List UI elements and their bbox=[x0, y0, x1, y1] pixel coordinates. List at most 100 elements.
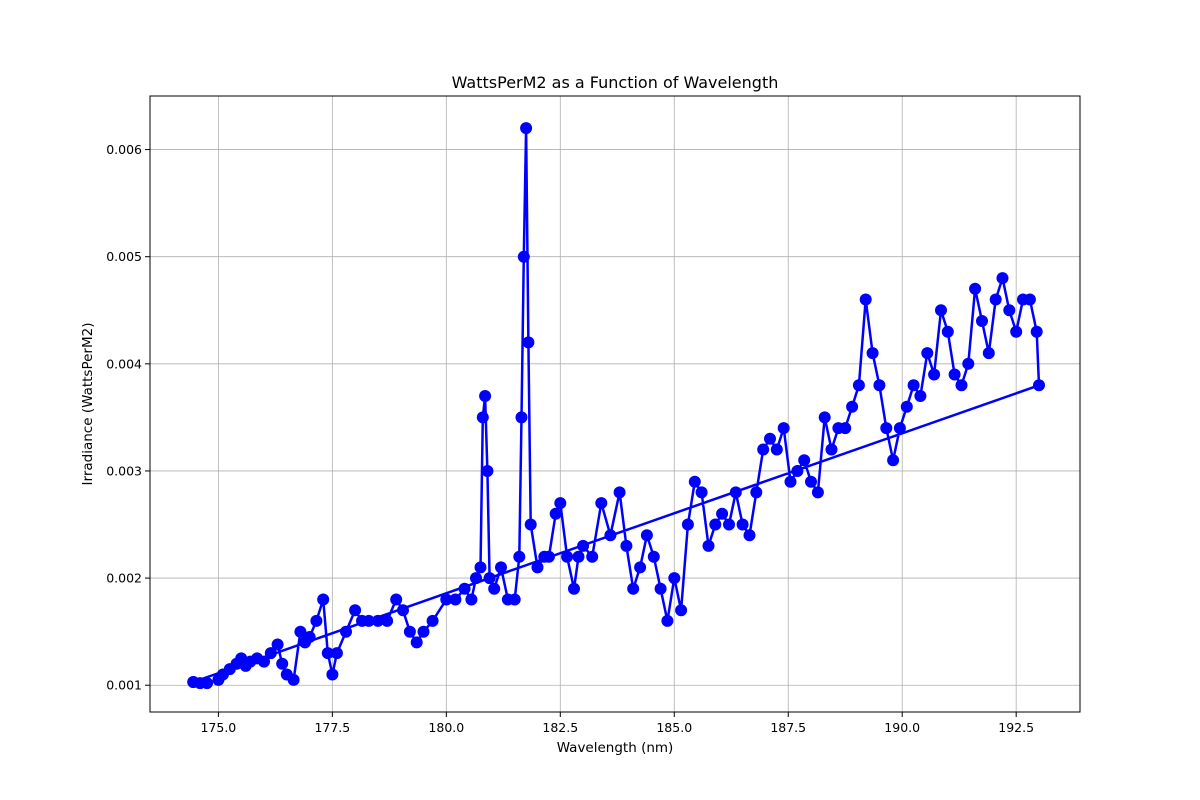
data-point bbox=[549, 507, 562, 520]
data-point bbox=[955, 379, 968, 392]
data-point bbox=[661, 614, 674, 627]
data-point bbox=[397, 604, 409, 617]
data-point bbox=[634, 561, 647, 574]
data-point bbox=[554, 497, 567, 510]
data-point bbox=[969, 282, 982, 295]
data-point bbox=[276, 657, 289, 670]
data-point bbox=[513, 550, 526, 563]
x-tick-label: 180.0 bbox=[428, 720, 464, 735]
data-point bbox=[921, 347, 934, 360]
data-point bbox=[294, 625, 307, 638]
x-tick-label: 182.5 bbox=[542, 720, 578, 735]
x-tick-label: 177.5 bbox=[314, 720, 350, 735]
data-point bbox=[508, 593, 521, 606]
data-point bbox=[757, 443, 770, 456]
data-point bbox=[1010, 325, 1023, 338]
data-point bbox=[798, 454, 811, 467]
data-point bbox=[474, 561, 487, 574]
y-tick-label: 0.006 bbox=[106, 142, 142, 157]
data-point bbox=[859, 293, 872, 306]
data-point bbox=[887, 454, 900, 467]
data-point bbox=[449, 593, 462, 606]
data-point bbox=[729, 486, 742, 499]
data-point bbox=[941, 325, 954, 338]
data-point bbox=[561, 550, 574, 563]
data-point bbox=[403, 625, 416, 638]
data-point bbox=[572, 550, 585, 563]
data-point bbox=[586, 550, 599, 563]
data-point bbox=[542, 550, 555, 563]
y-tick-label: 0.002 bbox=[106, 571, 142, 586]
data-point bbox=[839, 422, 852, 435]
data-point bbox=[326, 668, 339, 681]
data-point bbox=[770, 443, 783, 456]
data-point bbox=[515, 411, 528, 424]
data-point bbox=[488, 582, 501, 595]
data-point bbox=[654, 582, 667, 595]
data-point bbox=[825, 443, 838, 456]
data-point bbox=[695, 486, 708, 499]
x-tick-label: 190.0 bbox=[884, 720, 920, 735]
x-axis-label: Wavelength (nm) bbox=[557, 740, 674, 756]
y-tick-label: 0.001 bbox=[106, 678, 142, 693]
data-point bbox=[743, 529, 756, 542]
data-point bbox=[410, 636, 423, 649]
data-point bbox=[531, 561, 544, 574]
y-axis-label: Irradiance (WattsPerM2) bbox=[80, 323, 96, 486]
data-point bbox=[784, 475, 797, 488]
data-point bbox=[675, 604, 688, 617]
data-point bbox=[1030, 325, 1043, 338]
data-point bbox=[310, 614, 323, 627]
x-tick-label: 187.5 bbox=[770, 720, 806, 735]
data-point bbox=[520, 122, 533, 135]
data-point bbox=[805, 475, 817, 488]
data-point bbox=[750, 486, 763, 499]
data-point bbox=[962, 357, 975, 370]
data-point bbox=[1003, 304, 1016, 317]
data-point bbox=[900, 400, 913, 413]
data-point bbox=[349, 604, 362, 617]
data-point bbox=[577, 539, 590, 552]
data-point bbox=[187, 676, 200, 688]
data-point bbox=[517, 250, 530, 263]
y-tick-label: 0.003 bbox=[106, 463, 142, 478]
data-point bbox=[723, 518, 735, 531]
data-point bbox=[620, 539, 633, 552]
data-point bbox=[996, 272, 1009, 285]
data-point bbox=[479, 390, 492, 402]
data-point bbox=[483, 572, 496, 585]
data-point bbox=[470, 572, 482, 585]
data-point bbox=[668, 572, 681, 585]
data-point bbox=[709, 518, 722, 531]
data-point bbox=[935, 304, 947, 317]
data-point bbox=[524, 518, 537, 531]
plot-frame bbox=[149, 95, 1081, 713]
data-point bbox=[258, 655, 270, 668]
data-point bbox=[465, 593, 478, 606]
data-point bbox=[873, 379, 886, 392]
data-point bbox=[568, 582, 580, 595]
data-point bbox=[846, 400, 859, 413]
data-point bbox=[340, 625, 352, 638]
data-point bbox=[777, 422, 790, 435]
data-point bbox=[522, 336, 535, 349]
data-point bbox=[303, 631, 316, 643]
data-point bbox=[481, 465, 494, 477]
x-tick-label: 192.5 bbox=[998, 720, 1034, 735]
grid bbox=[150, 96, 1080, 712]
data-point bbox=[914, 390, 927, 402]
x-tick-label: 185.0 bbox=[656, 720, 692, 735]
data-point bbox=[681, 518, 694, 531]
data-point bbox=[818, 411, 831, 424]
series-layer bbox=[187, 122, 1045, 690]
data-point bbox=[791, 465, 804, 477]
data-point bbox=[976, 315, 988, 327]
data-point bbox=[736, 518, 749, 531]
data-point bbox=[613, 486, 626, 499]
data-point bbox=[495, 561, 507, 574]
data-point bbox=[764, 432, 776, 445]
data-point bbox=[330, 647, 343, 660]
data-point bbox=[287, 673, 300, 686]
